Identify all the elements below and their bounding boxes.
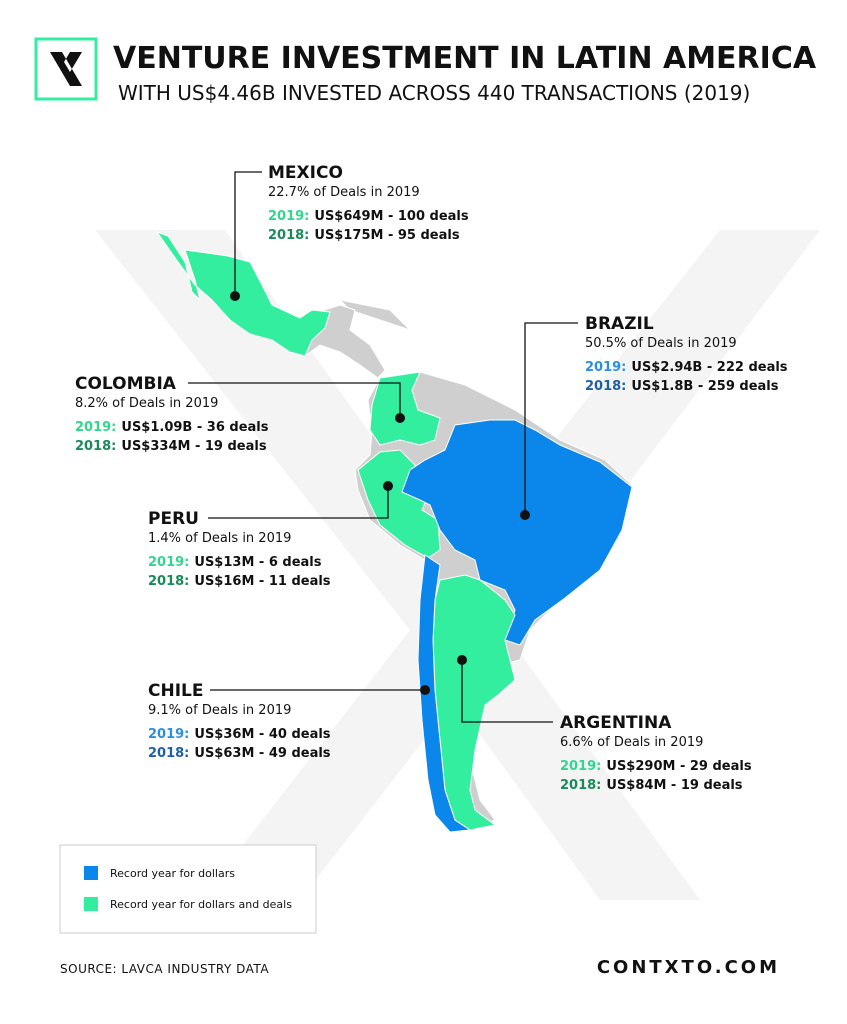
stat-year: 2018:	[560, 778, 601, 793]
stat-text: US$1.09B - 36 deals	[121, 420, 268, 435]
country-shape	[155, 230, 331, 357]
country-share: 1.4% of Deals in 2019	[148, 531, 291, 546]
stat-text: US$36M - 40 deals	[194, 727, 330, 742]
stat-line: 2018: US$1.8B - 259 deals	[585, 379, 779, 394]
stat-text: US$63M - 49 deals	[194, 746, 330, 761]
stat-text: US$2.94B - 222 deals	[631, 360, 787, 375]
stat-text: US$290M - 29 deals	[606, 759, 751, 774]
map	[155, 230, 633, 833]
country-share: 8.2% of Deals in 2019	[75, 396, 218, 411]
legend-swatch	[84, 866, 98, 880]
pointer-line	[188, 382, 401, 418]
subtitle: WITH US$4.46B INVESTED ACROSS 440 TRANSA…	[118, 81, 750, 105]
legend-box	[59, 844, 317, 934]
pointer-dot	[383, 481, 393, 491]
stat-text: US$16M - 11 deals	[194, 574, 330, 589]
stat-line: 2018: US$175M - 95 deals	[268, 228, 460, 243]
brand: CONTXTO.COM	[597, 957, 780, 978]
pointer-line	[524, 322, 578, 515]
legend-label: Record year for dollars and deals	[110, 898, 292, 911]
stat-line: 2019: US$290M - 29 deals	[560, 759, 752, 774]
country-share: 50.5% of Deals in 2019	[585, 336, 737, 351]
pointer-dot	[230, 291, 240, 301]
stat-year: 2018:	[585, 379, 626, 394]
stat-year: 2019:	[148, 727, 189, 742]
legend: Record year for dollars Record year for d…	[84, 866, 292, 911]
source: SOURCE: LAVCA INDUSTRY DATA	[60, 962, 269, 976]
stat-year: 2018:	[148, 574, 189, 589]
stat-line: 2019: US$649M - 100 deals	[268, 209, 469, 224]
logo-frame	[34, 37, 98, 101]
stat-line: 2018: US$334M - 19 deals	[75, 439, 267, 454]
pointer-line	[461, 660, 553, 723]
stat-year: 2018:	[75, 439, 116, 454]
stat-text: US$84M - 19 deals	[606, 778, 742, 793]
legend-swatch	[84, 897, 98, 911]
stat-year: 2018:	[148, 746, 189, 761]
stat-year: 2019:	[585, 360, 626, 375]
stat-text: US$175M - 95 deals	[314, 228, 459, 243]
country-name: PERU	[148, 509, 199, 529]
stat-year: 2019:	[75, 420, 116, 435]
legend-label: Record year for dollars	[110, 867, 235, 880]
stat-text: US$649M - 100 deals	[314, 209, 468, 224]
stat-line: 2019: US$13M - 6 deals	[148, 555, 322, 570]
country-share: 9.1% of Deals in 2019	[148, 703, 291, 718]
stat-line: 2019: US$36M - 40 deals	[148, 727, 331, 742]
stat-year: 2019:	[148, 555, 189, 570]
country-name: MEXICO	[268, 163, 343, 183]
country-shape	[369, 371, 441, 446]
stat-line: 2018: US$84M - 19 deals	[560, 778, 743, 793]
pointer-dot	[420, 685, 430, 695]
pointer-dot	[520, 510, 530, 520]
stat-text: US$334M - 19 deals	[121, 439, 266, 454]
stat-text: US$1.8B - 259 deals	[631, 379, 778, 394]
stat-year: 2019:	[268, 209, 309, 224]
country-name: CHILE	[148, 681, 203, 701]
logo-mark	[50, 52, 82, 86]
pointer-dot	[457, 655, 467, 665]
stat-line: 2018: US$63M - 49 deals	[148, 746, 331, 761]
stat-text: US$13M - 6 deals	[194, 555, 321, 570]
country-name: COLOMBIA	[75, 374, 177, 394]
pointer-dot	[395, 413, 405, 423]
country-name: BRAZIL	[585, 314, 654, 334]
stat-year: 2019:	[560, 759, 601, 774]
stat-year: 2018:	[268, 228, 309, 243]
pointer-line	[234, 171, 262, 296]
title: VENTURE INVESTMENT IN LATIN AMERICA	[113, 41, 817, 76]
stat-line: 2019: US$2.94B - 222 deals	[585, 360, 788, 375]
country-share: 22.7% of Deals in 2019	[268, 185, 420, 200]
stat-line: 2018: US$16M - 11 deals	[148, 574, 331, 589]
pointer-line	[208, 486, 389, 519]
stat-line: 2019: US$1.09B - 36 deals	[75, 420, 269, 435]
country-share: 6.6% of Deals in 2019	[560, 735, 703, 750]
country-name: ARGENTINA	[560, 713, 672, 733]
